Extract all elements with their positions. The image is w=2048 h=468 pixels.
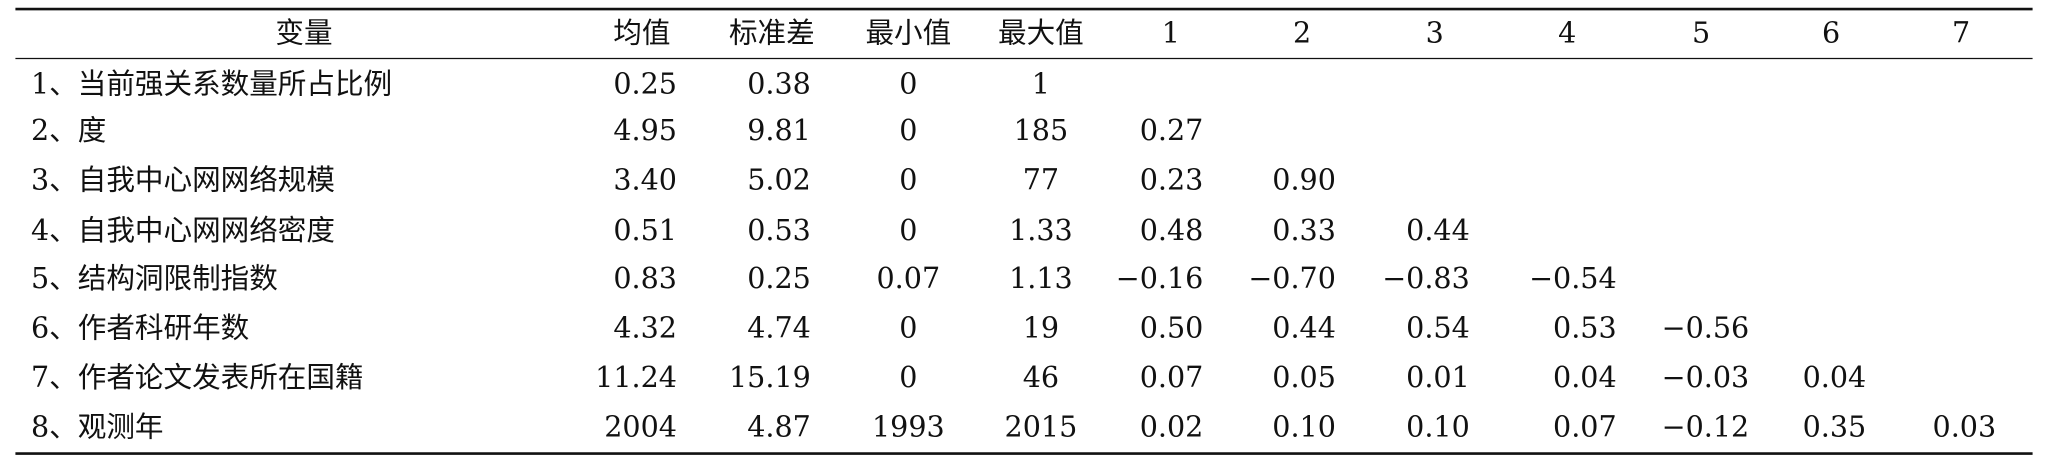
header-cell: 4 [1558, 16, 1576, 50]
cell: 185 [1014, 113, 1069, 147]
cell: 0.25 [747, 261, 811, 295]
cell: 0.83 [613, 261, 677, 295]
cell: −0.56 [1662, 311, 1750, 345]
header-cell: 6 [1822, 16, 1840, 50]
cell: 0 [899, 113, 917, 147]
cell: 0.53 [747, 213, 811, 247]
cell: 5.02 [747, 162, 811, 196]
cell: 0 [899, 213, 917, 247]
cell: 0.48 [1140, 213, 1204, 247]
cell: 0.44 [1272, 311, 1336, 345]
row-label: 1、当前强关系数量所占比例 [31, 66, 392, 100]
cell: 0.02 [1140, 409, 1204, 443]
cell: 0.10 [1406, 409, 1470, 443]
cell: 19 [1023, 311, 1059, 345]
cell: 1 [1032, 66, 1050, 100]
cell: 0.44 [1406, 213, 1470, 247]
cell: −0.03 [1662, 360, 1750, 394]
cell: 0.01 [1406, 360, 1470, 394]
header-cell: 标准差 [729, 16, 815, 50]
cell: 0.38 [747, 66, 811, 100]
cell: 0 [899, 360, 917, 394]
cell: 9.81 [747, 113, 811, 147]
cell: 0.23 [1140, 162, 1204, 196]
cell: 0 [899, 311, 917, 345]
cell: 2004 [604, 409, 677, 443]
cell: 0 [899, 66, 917, 100]
header-cell: 变量 [275, 16, 332, 50]
cell: 4.32 [613, 311, 677, 345]
cell: −0.83 [1382, 261, 1470, 295]
cell: 0.03 [1933, 409, 1997, 443]
header-cell: 1 [1162, 16, 1180, 50]
cell: 0.90 [1272, 162, 1336, 196]
cell: 11.24 [595, 360, 677, 394]
cell: 77 [1023, 162, 1059, 196]
cell: 0.04 [1803, 360, 1867, 394]
cell: 15.19 [729, 360, 811, 394]
header-cell: 7 [1952, 16, 1970, 50]
row-label: 4、自我中心网网络密度 [31, 213, 335, 247]
cell: −0.70 [1248, 261, 1336, 295]
cell: 4.74 [747, 311, 811, 345]
cell: 0.10 [1272, 409, 1336, 443]
cell: −0.54 [1529, 261, 1617, 295]
row-label: 6、作者科研年数 [31, 311, 249, 345]
cell: 0.54 [1406, 311, 1470, 345]
cell: −0.16 [1116, 261, 1204, 295]
cell: 4.95 [613, 113, 677, 147]
cell: 0.53 [1553, 311, 1617, 345]
row-label: 3、自我中心网网络规模 [31, 162, 335, 196]
row-label: 2、度 [31, 113, 106, 147]
cell: 0.50 [1140, 311, 1204, 345]
cell: 1.33 [1009, 213, 1073, 247]
header-cell: 均值 [613, 16, 670, 50]
cell: 1993 [872, 409, 945, 443]
cell: 0.07 [877, 261, 941, 295]
cell: 0.51 [613, 213, 677, 247]
cell: 0.35 [1803, 409, 1867, 443]
cell: 1.13 [1009, 261, 1073, 295]
cell: 0.07 [1140, 360, 1204, 394]
cell: 0.25 [613, 66, 677, 100]
cell: 0.27 [1140, 113, 1204, 147]
cell: 0 [899, 162, 917, 196]
header-cell: 最大值 [998, 16, 1084, 50]
cell: 46 [1023, 360, 1059, 394]
header-cell: 5 [1692, 16, 1710, 50]
cell: 2015 [1005, 409, 1078, 443]
cell: 0.07 [1553, 409, 1617, 443]
header-cell: 最小值 [865, 16, 951, 50]
cell: 4.87 [747, 409, 811, 443]
row-label: 5、结构洞限制指数 [31, 261, 278, 295]
cell: −0.12 [1662, 409, 1750, 443]
row-label: 8、观测年 [31, 409, 164, 443]
cell: 0.04 [1553, 360, 1617, 394]
cell: 0.33 [1272, 213, 1336, 247]
header-cell: 3 [1426, 16, 1444, 50]
cell: 3.40 [613, 162, 677, 196]
cell: 0.05 [1272, 360, 1336, 394]
row-label: 7、作者论文发表所在国籍 [31, 360, 364, 394]
header-cell: 2 [1293, 16, 1311, 50]
